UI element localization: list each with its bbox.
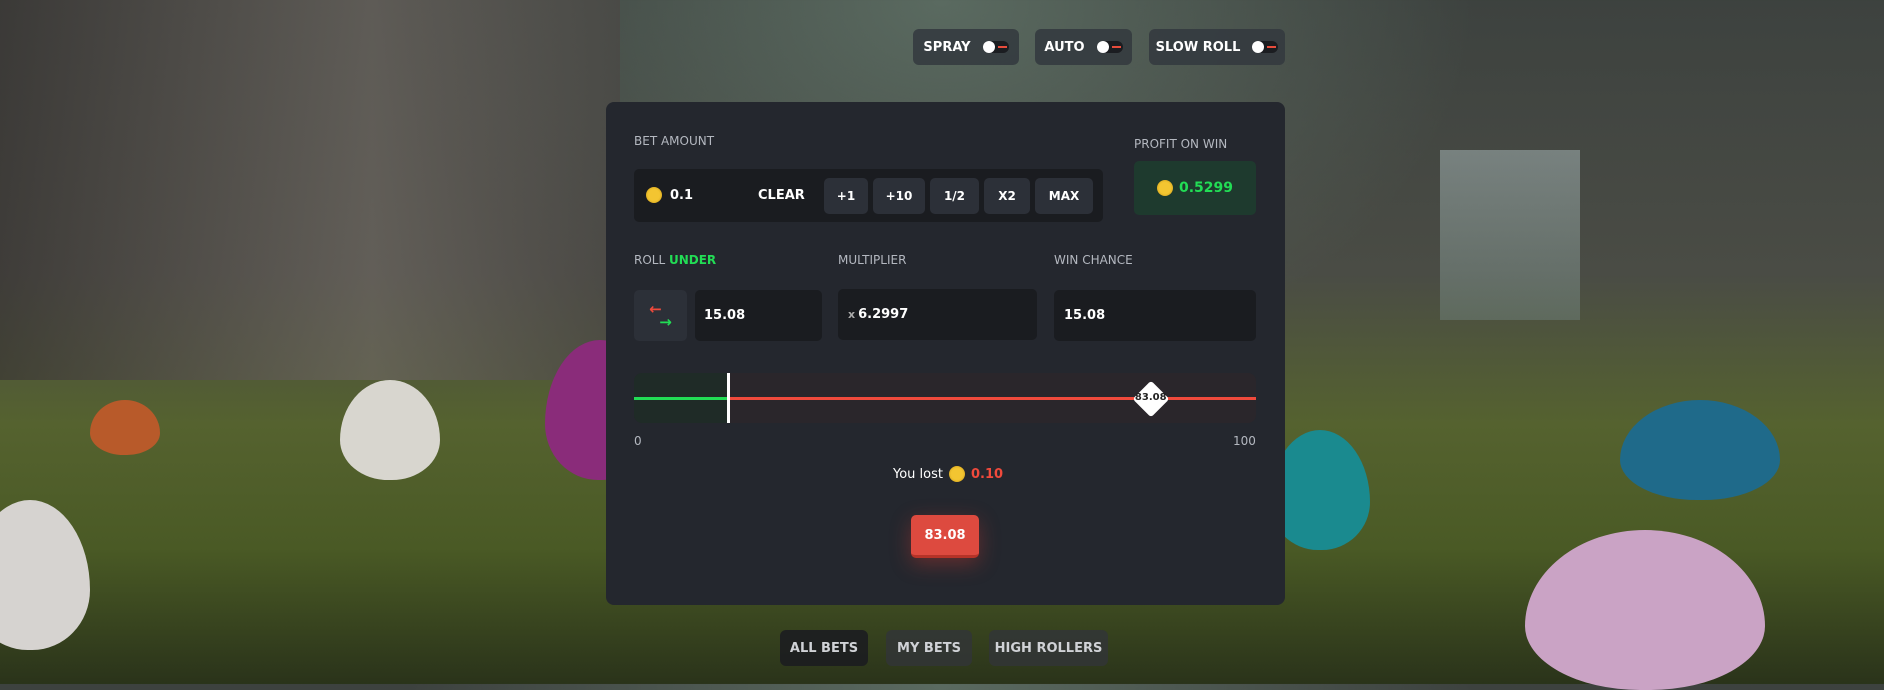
double-button[interactable]: X2 — [984, 178, 1030, 214]
plus-1-button[interactable]: +1 — [824, 178, 868, 214]
swap-direction-button[interactable]: ← → — [634, 290, 687, 341]
slider-handle[interactable] — [726, 373, 730, 423]
profit-value: 0.5299 — [1178, 180, 1234, 196]
egg-decoration — [90, 400, 160, 455]
egg-decoration — [1525, 530, 1765, 690]
egg-decoration — [0, 500, 90, 650]
roll-button[interactable]: 83.08 — [911, 515, 979, 558]
result-marker: 83.08 — [1132, 380, 1170, 418]
bet-amount-input[interactable]: 0.1 — [670, 188, 694, 203]
bet-amount-field: 0.1 CLEAR +1 +10 1/2 X2 MAX — [634, 169, 1103, 222]
roll-label-text: ROLL — [634, 253, 666, 267]
spray-label: SPRAY — [923, 39, 971, 55]
max-button[interactable]: MAX — [1035, 178, 1093, 214]
multiplier-value: 6.2997 — [858, 307, 909, 322]
arrow-right-icon: → — [659, 312, 672, 331]
outcome-amount: 0.10 — [970, 466, 1004, 482]
lose-line — [727, 397, 1256, 400]
roll-slider[interactable]: 83.08 — [634, 373, 1256, 423]
egg-decoration — [340, 380, 440, 480]
arrow-left-icon: ← — [649, 299, 662, 318]
outcome-message: You lost 0.10 — [893, 466, 1003, 482]
auto-label: AUTO — [1044, 39, 1085, 55]
coin-icon — [646, 187, 662, 203]
egg-decoration — [1270, 430, 1370, 550]
win-line — [634, 397, 728, 400]
roll-label: ROLL UNDER — [634, 253, 716, 267]
win-chance-input[interactable]: 15.08 — [1054, 290, 1256, 341]
spray-toggle[interactable]: SPRAY — [913, 29, 1019, 65]
toggle-switch[interactable] — [1096, 41, 1123, 53]
tab-all-bets[interactable]: ALL BETS — [780, 630, 868, 666]
profit-on-win-box: 0.5299 — [1134, 161, 1256, 215]
win-chance-label: WIN CHANCE — [1054, 253, 1133, 267]
egg-decoration — [1620, 400, 1780, 500]
multiplier-label: MULTIPLIER — [838, 253, 907, 267]
outcome-text: You lost — [893, 466, 943, 482]
background-door — [1440, 150, 1580, 320]
half-button[interactable]: 1/2 — [930, 178, 979, 214]
bet-amount-label: BET AMOUNT — [634, 134, 715, 148]
multiplier-prefix: x — [848, 308, 856, 321]
multiplier-input[interactable]: x 6.2997 — [838, 289, 1037, 340]
slow-roll-label: SLOW ROLL — [1155, 39, 1241, 55]
roll-under-input[interactable]: 15.08 — [695, 290, 822, 341]
coin-icon — [1156, 180, 1173, 196]
background-wall — [0, 0, 620, 380]
profit-label: PROFIT ON WIN — [1134, 137, 1228, 151]
toggle-switch[interactable] — [982, 41, 1009, 53]
clear-button[interactable]: CLEAR — [758, 188, 805, 203]
coin-icon — [948, 466, 965, 482]
toggle-switch[interactable] — [1252, 41, 1279, 53]
tab-my-bets[interactable]: MY BETS — [886, 630, 972, 666]
slow-roll-toggle[interactable]: SLOW ROLL — [1149, 29, 1285, 65]
tab-high-rollers[interactable]: HIGH ROLLERS — [989, 630, 1108, 666]
plus-10-button[interactable]: +10 — [873, 178, 925, 214]
roll-mode: UNDER — [668, 253, 717, 267]
result-marker-value: 83.08 — [1134, 392, 1167, 403]
slider-min-label: 0 — [634, 434, 642, 448]
auto-toggle[interactable]: AUTO — [1035, 29, 1132, 65]
slider-max-label: 100 — [1233, 434, 1256, 448]
